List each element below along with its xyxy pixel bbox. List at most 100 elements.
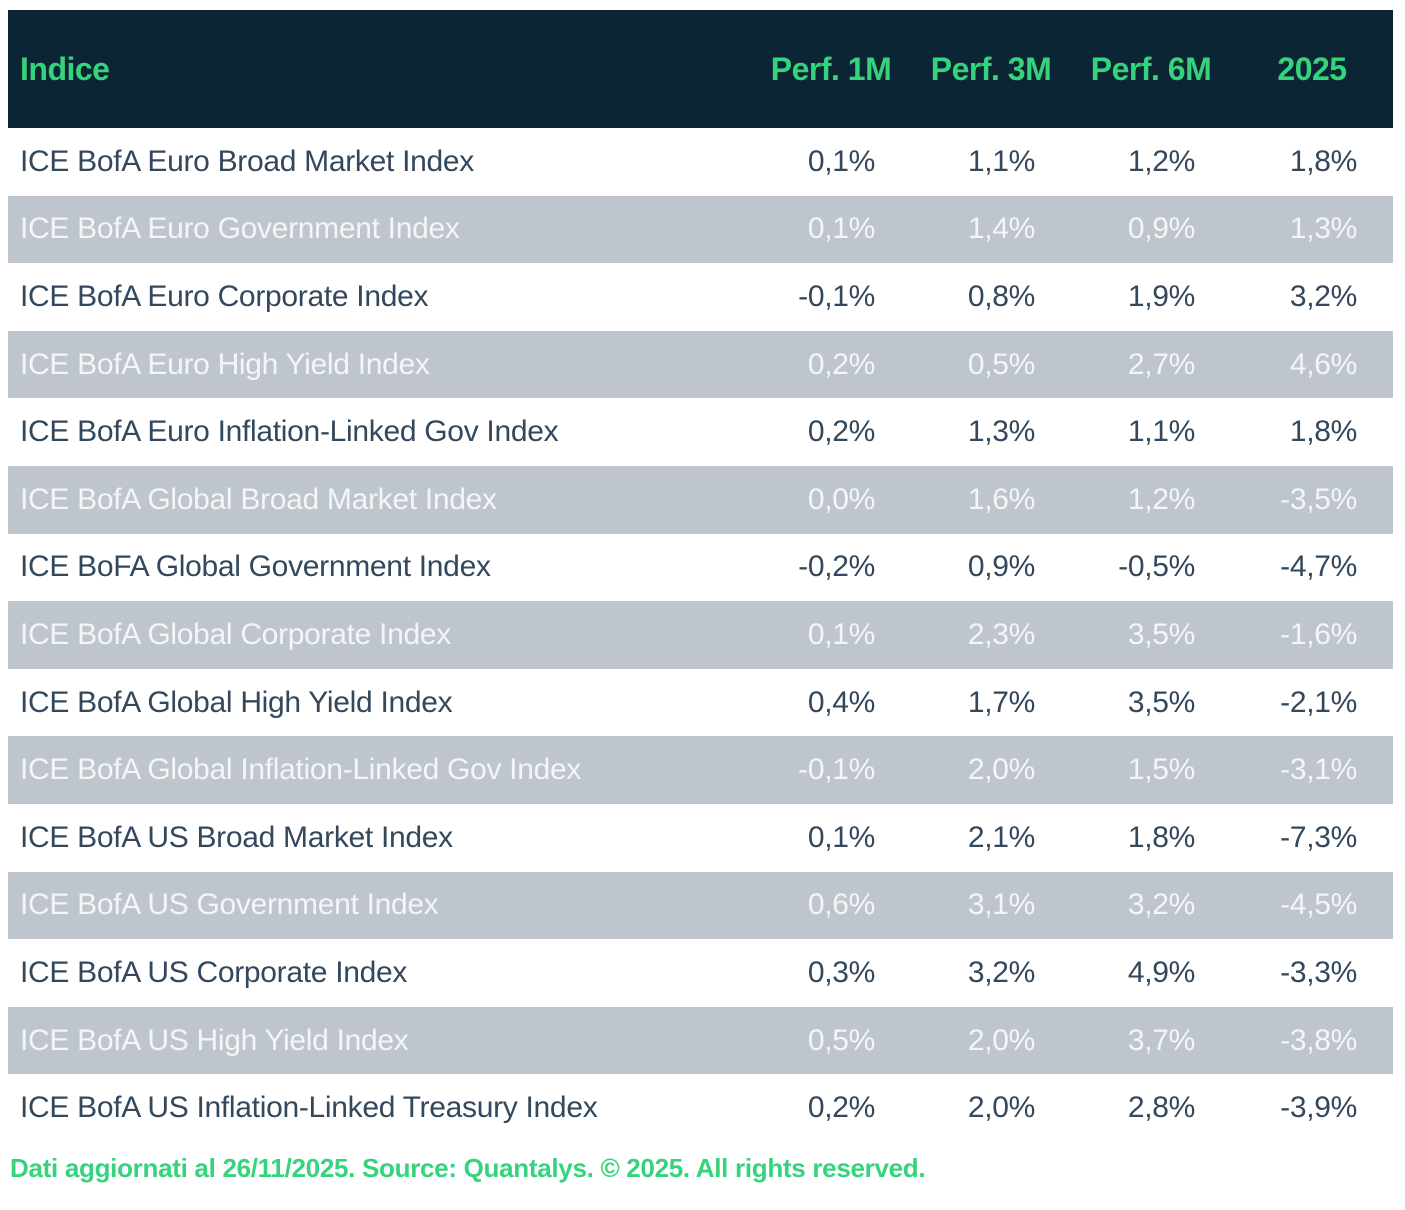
- perf-1m-cell: 0,1%: [807, 144, 875, 178]
- index-name-cell: ICE BofA Global Corporate Index: [20, 617, 451, 651]
- perf-6m-cell: 3,5%: [1127, 685, 1195, 719]
- perf-1m-cell: 0,2%: [807, 415, 875, 449]
- perf-2025-cell: -7,3%: [1280, 820, 1357, 854]
- perf-2025-cell: -3,8%: [1280, 1023, 1357, 1057]
- table-row: ICE BofA Euro Corporate Index -0,1% 0,8%…: [8, 263, 1393, 331]
- perf-2025-cell: -3,1%: [1280, 753, 1357, 787]
- table-row: ICE BoFA Global Government Index -0,2% 0…: [8, 534, 1393, 602]
- index-name-cell: ICE BofA Global High Yield Index: [20, 685, 453, 719]
- perf-1m-cell: -0,1%: [798, 279, 875, 313]
- index-name-cell: ICE BofA Euro Government Index: [20, 212, 460, 246]
- perf-3m-cell: 1,3%: [967, 415, 1035, 449]
- table-row: ICE BofA Euro High Yield Index 0,2% 0,5%…: [8, 330, 1393, 399]
- index-name-cell: ICE BofA Euro Broad Market Index: [20, 144, 474, 178]
- index-name-cell: ICE BofA US Broad Market Index: [20, 820, 453, 854]
- index-name-cell: ICE BofA Euro High Yield Index: [20, 347, 430, 381]
- index-name-cell: ICE BofA Global Broad Market Index: [20, 482, 497, 516]
- perf-3m-cell: 0,5%: [967, 347, 1035, 381]
- column-header-indice: Indice: [8, 10, 751, 128]
- perf-6m-cell: 1,5%: [1127, 753, 1195, 787]
- table-row: ICE BofA Euro Broad Market Index 0,1% 1,…: [8, 128, 1393, 196]
- perf-3m-cell: 2,0%: [967, 1091, 1035, 1125]
- perf-2025-cell: 1,8%: [1289, 144, 1357, 178]
- perf-6m-cell: 1,9%: [1127, 279, 1195, 313]
- performance-table-card: Indice Perf. 1M Perf. 3M Perf. 6M 2025 I…: [8, 10, 1393, 1142]
- perf-1m-cell: 0,1%: [807, 617, 875, 651]
- index-performance-table: Indice Perf. 1M Perf. 3M Perf. 6M 2025 I…: [8, 10, 1393, 1142]
- perf-3m-cell: 1,1%: [967, 144, 1035, 178]
- table-row: ICE BofA US Corporate Index 0,3% 3,2% 4,…: [8, 939, 1393, 1007]
- perf-3m-cell: 1,6%: [967, 482, 1035, 516]
- table-row: ICE BofA Global High Yield Index 0,4% 1,…: [8, 669, 1393, 737]
- perf-3m-cell: 2,3%: [967, 617, 1035, 651]
- perf-3m-cell: 3,1%: [967, 888, 1035, 922]
- perf-1m-cell: -0,2%: [798, 550, 875, 584]
- perf-6m-cell: 1,2%: [1127, 482, 1195, 516]
- index-name-cell: ICE BofA US Government Index: [20, 888, 439, 922]
- footer-source-note: Dati aggiornati al 26/11/2025. Source: Q…: [10, 1152, 926, 1183]
- perf-6m-cell: 3,2%: [1127, 888, 1195, 922]
- perf-2025-cell: -3,9%: [1280, 1091, 1357, 1125]
- table-row: ICE BofA Euro Government Index 0,1% 1,4%…: [8, 195, 1393, 264]
- table-row: ICE BofA Global Corporate Index 0,1% 2,3…: [8, 601, 1393, 669]
- perf-1m-cell: -0,1%: [798, 753, 875, 787]
- perf-6m-cell: 1,1%: [1127, 415, 1195, 449]
- index-name-cell: ICE BofA Euro Corporate Index: [20, 279, 429, 313]
- perf-2025-cell: -4,7%: [1280, 550, 1357, 584]
- table-row: ICE BofA US High Yield Index 0,5% 2,0% 3…: [8, 1006, 1393, 1075]
- table-row: ICE BofA US Inflation-Linked Treasury In…: [8, 1074, 1393, 1142]
- perf-1m-cell: 0,1%: [807, 212, 875, 246]
- index-name-cell: ICE BofA Euro Inflation-Linked Gov Index: [20, 415, 559, 449]
- perf-2025-cell: 4,6%: [1289, 347, 1357, 381]
- perf-1m-cell: 0,0%: [807, 482, 875, 516]
- table-row: ICE BofA Euro Inflation-Linked Gov Index…: [8, 398, 1393, 466]
- header-row: Indice Perf. 1M Perf. 3M Perf. 6M 2025: [8, 10, 1393, 128]
- perf-1m-cell: 0,6%: [807, 888, 875, 922]
- perf-3m-cell: 0,8%: [967, 279, 1035, 313]
- perf-6m-cell: 4,9%: [1127, 955, 1195, 989]
- perf-1m-cell: 0,5%: [807, 1023, 875, 1057]
- table-row: ICE BofA US Broad Market Index 0,1% 2,1%…: [8, 804, 1393, 872]
- table-header: Indice Perf. 1M Perf. 3M Perf. 6M 2025: [8, 10, 1393, 128]
- perf-1m-cell: 0,4%: [807, 685, 875, 719]
- perf-2025-cell: 1,8%: [1289, 415, 1357, 449]
- perf-6m-cell: 3,7%: [1127, 1023, 1195, 1057]
- perf-1m-cell: 0,2%: [807, 1091, 875, 1125]
- perf-1m-cell: 0,1%: [807, 820, 875, 854]
- perf-3m-cell: 3,2%: [967, 955, 1035, 989]
- perf-6m-cell: 1,2%: [1127, 144, 1195, 178]
- perf-6m-cell: 2,7%: [1127, 347, 1195, 381]
- table-row: ICE BofA Global Broad Market Index 0,0% …: [8, 465, 1393, 534]
- perf-2025-cell: -4,5%: [1280, 888, 1357, 922]
- column-header-2025: 2025: [1231, 10, 1393, 128]
- perf-2025-cell: 3,2%: [1289, 279, 1357, 313]
- table-row: ICE BofA Global Inflation-Linked Gov Ind…: [8, 736, 1393, 804]
- perf-3m-cell: 2,0%: [967, 753, 1035, 787]
- perf-3m-cell: 2,0%: [967, 1023, 1035, 1057]
- index-name-cell: ICE BofA US Inflation-Linked Treasury In…: [20, 1091, 598, 1125]
- perf-2025-cell: 1,3%: [1289, 212, 1357, 246]
- index-name-cell: ICE BofA US Corporate Index: [20, 955, 408, 989]
- perf-6m-cell: 3,5%: [1127, 617, 1195, 651]
- perf-1m-cell: 0,2%: [807, 347, 875, 381]
- index-name-cell: ICE BofA Global Inflation-Linked Gov Ind…: [20, 753, 582, 787]
- perf-2025-cell: -1,6%: [1280, 617, 1357, 651]
- column-header-perf-3m: Perf. 3M: [911, 10, 1071, 128]
- perf-6m-cell: -0,5%: [1118, 550, 1195, 584]
- perf-3m-cell: 2,1%: [967, 820, 1035, 854]
- perf-6m-cell: 0,9%: [1127, 212, 1195, 246]
- index-name-cell: ICE BoFA Global Government Index: [20, 550, 491, 584]
- perf-2025-cell: -3,3%: [1280, 955, 1357, 989]
- column-header-perf-6m: Perf. 6M: [1071, 10, 1231, 128]
- index-name-cell: ICE BofA US High Yield Index: [20, 1023, 409, 1057]
- perf-6m-cell: 2,8%: [1127, 1091, 1195, 1125]
- perf-3m-cell: 1,7%: [967, 685, 1035, 719]
- perf-3m-cell: 0,9%: [967, 550, 1035, 584]
- perf-2025-cell: -2,1%: [1280, 685, 1357, 719]
- perf-1m-cell: 0,3%: [807, 955, 875, 989]
- table-body: ICE BofA Euro Broad Market Index 0,1% 1,…: [8, 128, 1393, 1142]
- column-header-perf-1m: Perf. 1M: [751, 10, 911, 128]
- table-row: ICE BofA US Government Index 0,6% 3,1% 3…: [8, 871, 1393, 940]
- perf-6m-cell: 1,8%: [1127, 820, 1195, 854]
- perf-3m-cell: 1,4%: [967, 212, 1035, 246]
